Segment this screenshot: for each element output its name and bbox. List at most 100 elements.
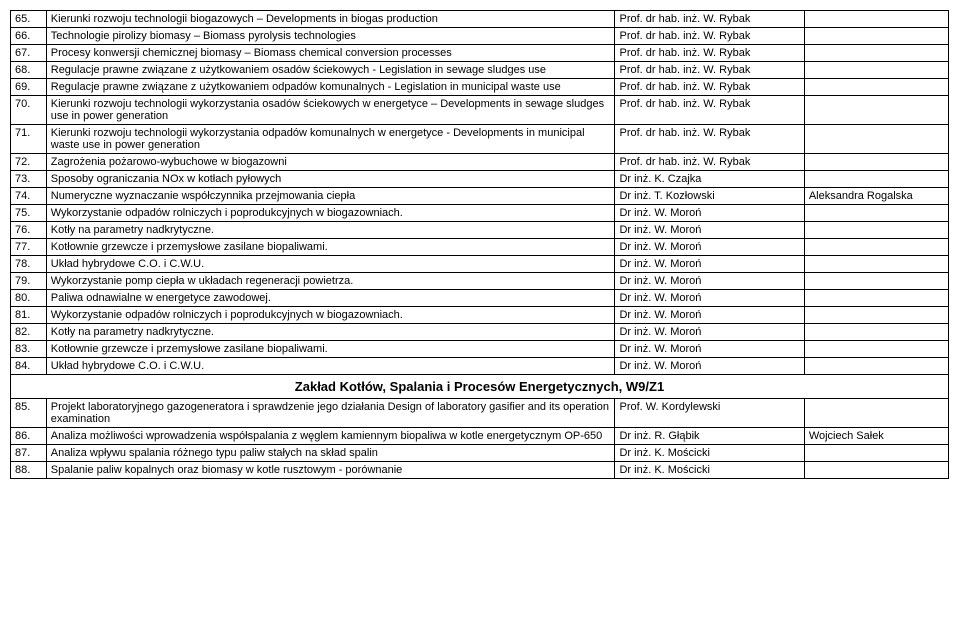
row-topic: Wykorzystanie odpadów rolniczych i popro…	[46, 307, 615, 324]
row-topic: Kotłownie grzewcze i przemysłowe zasilan…	[46, 341, 615, 358]
row-student	[804, 399, 948, 428]
row-number: 85.	[11, 399, 47, 428]
table-row: 74.Numeryczne wyznaczanie współczynnika …	[11, 188, 949, 205]
table-row: 82.Kotły na parametry nadkrytyczne.Dr in…	[11, 324, 949, 341]
table-row: 77.Kotłownie grzewcze i przemysłowe zasi…	[11, 239, 949, 256]
row-student	[804, 307, 948, 324]
table-row: 69.Regulacje prawne związane z użytkowan…	[11, 79, 949, 96]
row-number: 86.	[11, 428, 47, 445]
row-topic: Analiza wpływu spalania różnego typu pal…	[46, 445, 615, 462]
table-row: 87.Analiza wpływu spalania różnego typu …	[11, 445, 949, 462]
table-row: 70.Kierunki rozwoju technologii wykorzys…	[11, 96, 949, 125]
row-topic: Procesy konwersji chemicznej biomasy – B…	[46, 45, 615, 62]
row-professor: Dr inż. W. Moroń	[615, 290, 804, 307]
row-topic: Kotłownie grzewcze i przemysłowe zasilan…	[46, 239, 615, 256]
row-topic: Kotły na parametry nadkrytyczne.	[46, 222, 615, 239]
row-topic: Kierunki rozwoju technologii biogazowych…	[46, 11, 615, 28]
row-topic: Paliwa odnawialne w energetyce zawodowej…	[46, 290, 615, 307]
table-row: 66.Technologie pirolizy biomasy – Biomas…	[11, 28, 949, 45]
row-professor: Dr inż. W. Moroń	[615, 358, 804, 375]
row-number: 82.	[11, 324, 47, 341]
row-professor: Prof. dr hab. inż. W. Rybak	[615, 11, 804, 28]
row-number: 78.	[11, 256, 47, 273]
row-number: 83.	[11, 341, 47, 358]
row-topic: Układ hybrydowe C.O. i C.W.U.	[46, 256, 615, 273]
row-professor: Dr inż. W. Moroń	[615, 341, 804, 358]
table-row: 76.Kotły na parametry nadkrytyczne.Dr in…	[11, 222, 949, 239]
row-student	[804, 79, 948, 96]
row-professor: Dr inż. K. Mościcki	[615, 445, 804, 462]
row-student	[804, 62, 948, 79]
row-professor: Dr inż. W. Moroń	[615, 307, 804, 324]
row-topic: Spalanie paliw kopalnych oraz biomasy w …	[46, 462, 615, 479]
row-topic: Regulacje prawne związane z użytkowaniem…	[46, 79, 615, 96]
table-row: 80.Paliwa odnawialne w energetyce zawodo…	[11, 290, 949, 307]
table-row: 65.Kierunki rozwoju technologii biogazow…	[11, 11, 949, 28]
row-topic: Sposoby ograniczania NOx w kotłach pyłow…	[46, 171, 615, 188]
row-student	[804, 125, 948, 154]
topics-table: 65.Kierunki rozwoju technologii biogazow…	[10, 10, 949, 479]
row-number: 72.	[11, 154, 47, 171]
row-professor: Dr inż. K. Mościcki	[615, 462, 804, 479]
row-professor: Prof. W. Kordylewski	[615, 399, 804, 428]
row-professor: Dr inż. W. Moroń	[615, 273, 804, 290]
table-row: 75.Wykorzystanie odpadów rolniczych i po…	[11, 205, 949, 222]
row-student: Aleksandra Rogalska	[804, 188, 948, 205]
row-student	[804, 358, 948, 375]
row-topic: Wykorzystanie odpadów rolniczych i popro…	[46, 205, 615, 222]
row-number: 77.	[11, 239, 47, 256]
row-student	[804, 222, 948, 239]
table-row: 78.Układ hybrydowe C.O. i C.W.U.Dr inż. …	[11, 256, 949, 273]
row-student: Wojciech Sałek	[804, 428, 948, 445]
row-topic: Kierunki rozwoju technologii wykorzystan…	[46, 96, 615, 125]
row-professor: Dr inż. T. Kozłowski	[615, 188, 804, 205]
row-student	[804, 96, 948, 125]
row-number: 84.	[11, 358, 47, 375]
table-row: 84.Układ hybrydowe C.O. i C.W.U.Dr inż. …	[11, 358, 949, 375]
row-student	[804, 256, 948, 273]
table-row: 68.Regulacje prawne związane z użytkowan…	[11, 62, 949, 79]
row-professor: Dr inż. W. Moroń	[615, 205, 804, 222]
row-student	[804, 239, 948, 256]
row-topic: Technologie pirolizy biomasy – Biomass p…	[46, 28, 615, 45]
row-student	[804, 290, 948, 307]
row-number: 66.	[11, 28, 47, 45]
row-topic: Kotły na parametry nadkrytyczne.	[46, 324, 615, 341]
row-student	[804, 462, 948, 479]
row-professor: Prof. dr hab. inż. W. Rybak	[615, 125, 804, 154]
row-professor: Dr inż. W. Moroń	[615, 222, 804, 239]
table-row: 86.Analiza możliwości wprowadzenia współ…	[11, 428, 949, 445]
row-topic: Regulacje prawne związane z użytkowaniem…	[46, 62, 615, 79]
row-number: 75.	[11, 205, 47, 222]
row-professor: Prof. dr hab. inż. W. Rybak	[615, 79, 804, 96]
row-student	[804, 28, 948, 45]
row-number: 76.	[11, 222, 47, 239]
row-number: 74.	[11, 188, 47, 205]
row-number: 79.	[11, 273, 47, 290]
row-number: 80.	[11, 290, 47, 307]
row-number: 88.	[11, 462, 47, 479]
row-number: 70.	[11, 96, 47, 125]
row-number: 68.	[11, 62, 47, 79]
table-row: 67.Procesy konwersji chemicznej biomasy …	[11, 45, 949, 62]
table-row: 81.Wykorzystanie odpadów rolniczych i po…	[11, 307, 949, 324]
row-topic: Kierunki rozwoju technologii wykorzystan…	[46, 125, 615, 154]
row-number: 69.	[11, 79, 47, 96]
row-student	[804, 341, 948, 358]
row-student	[804, 324, 948, 341]
table-row: 71.Kierunki rozwoju technologii wykorzys…	[11, 125, 949, 154]
table-row: 79.Wykorzystanie pomp ciepła w układach …	[11, 273, 949, 290]
row-professor: Prof. dr hab. inż. W. Rybak	[615, 45, 804, 62]
row-professor: Dr inż. R. Głąbik	[615, 428, 804, 445]
row-professor: Dr inż. K. Czajka	[615, 171, 804, 188]
row-student	[804, 445, 948, 462]
table-row: 73.Sposoby ograniczania NOx w kotłach py…	[11, 171, 949, 188]
row-topic: Projekt laboratoryjnego gazogeneratora i…	[46, 399, 615, 428]
row-professor: Prof. dr hab. inż. W. Rybak	[615, 154, 804, 171]
table-row: 83.Kotłownie grzewcze i przemysłowe zasi…	[11, 341, 949, 358]
row-number: 71.	[11, 125, 47, 154]
row-professor: Dr inż. W. Moroń	[615, 324, 804, 341]
row-topic: Numeryczne wyznaczanie współczynnika prz…	[46, 188, 615, 205]
row-student	[804, 45, 948, 62]
row-professor: Prof. dr hab. inż. W. Rybak	[615, 62, 804, 79]
